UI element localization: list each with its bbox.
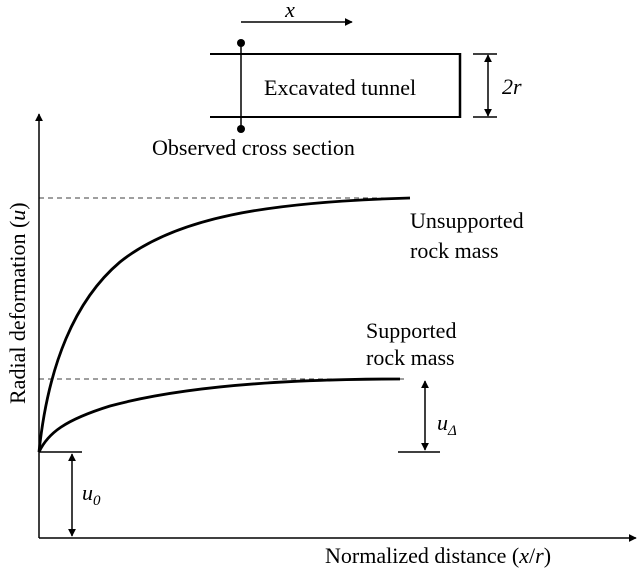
x-axis-label: Normalized distance (x/r) bbox=[325, 543, 551, 568]
supported-label-line1: Supported bbox=[366, 318, 456, 343]
cross-section-label: Observed cross section bbox=[152, 135, 355, 160]
tunnel-label: Excavated tunnel bbox=[264, 75, 416, 100]
cross-section-top-dot bbox=[237, 39, 245, 47]
udelta-marker: uΔ bbox=[398, 380, 457, 453]
tunnel-schematic: Excavated tunnel x 2r Observed cross sec… bbox=[152, 0, 522, 160]
unsupported-label-line2: rock mass bbox=[410, 238, 499, 263]
supported-label-line2: rock mass bbox=[366, 345, 455, 370]
x-direction-label: x bbox=[284, 0, 295, 22]
udelta-label: uΔ bbox=[437, 410, 457, 439]
supported-curve bbox=[37, 377, 401, 453]
axes: Radial deformation (u) Normalized distan… bbox=[5, 113, 637, 568]
y-axis-label: Radial deformation (u) bbox=[5, 202, 30, 404]
diameter-label: 2r bbox=[502, 74, 522, 99]
u0-label: u0 bbox=[82, 480, 101, 509]
unsupported-label-line1: Unsupported bbox=[410, 208, 524, 233]
cross-section-bottom-dot bbox=[237, 125, 245, 133]
unsupported-curve bbox=[37, 196, 411, 453]
u0-marker: u0 bbox=[39, 451, 101, 537]
